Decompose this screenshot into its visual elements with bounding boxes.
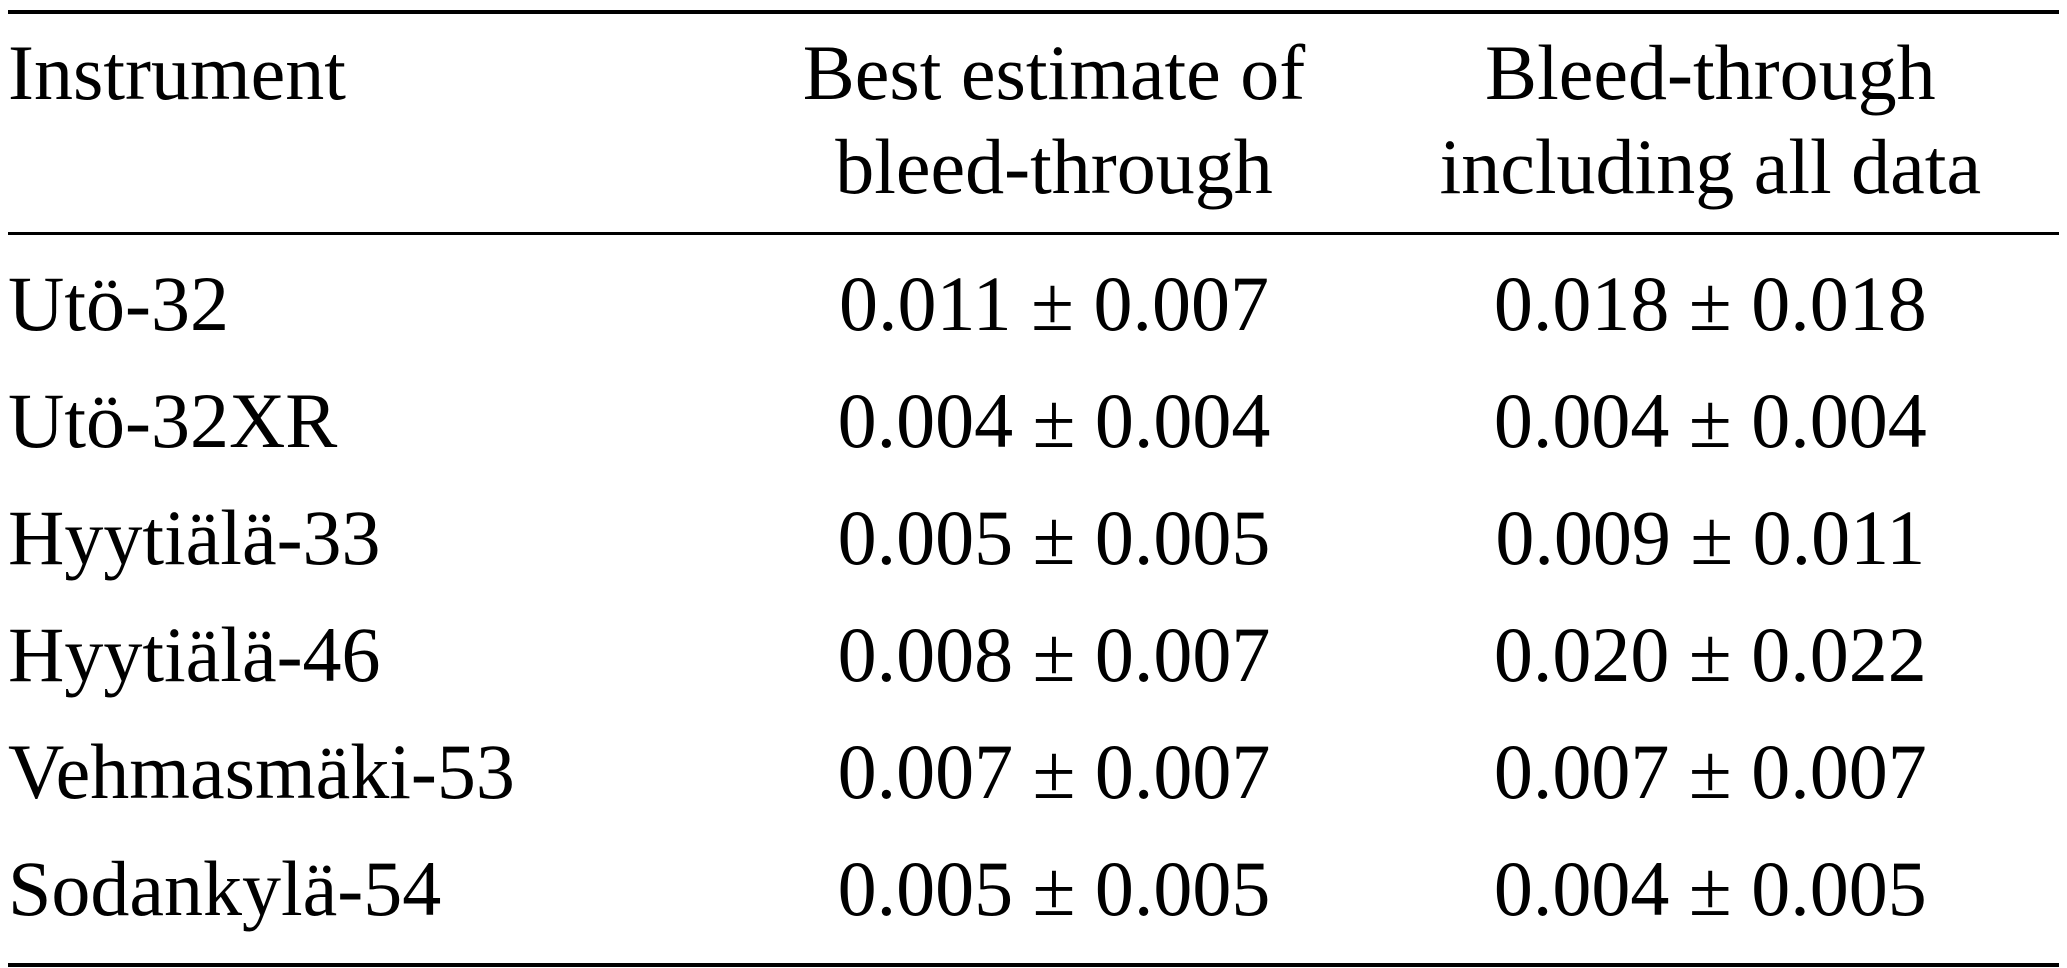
header-best-estimate-line2: bleed-through bbox=[835, 123, 1273, 210]
best-estimate-cell: 0.005 ± 0.005 bbox=[837, 494, 1271, 581]
header-all-data-line2: including all data bbox=[1439, 123, 1982, 210]
best-estimate-cell: 0.008 ± 0.007 bbox=[837, 611, 1271, 698]
best-estimate-cell: 0.004 ± 0.004 bbox=[837, 377, 1271, 464]
header-row: Instrument Best estimate of bleed-throug… bbox=[8, 12, 2059, 235]
table-row: Utö-32 0.011 ± 0.007 0.018 ± 0.018 bbox=[8, 234, 2059, 363]
best-estimate-cell: 0.005 ± 0.005 bbox=[837, 845, 1271, 932]
bleed-through-table: Instrument Best estimate of bleed-throug… bbox=[8, 10, 2059, 967]
table-row: Hyytiälä-33 0.005 ± 0.005 0.009 ± 0.011 bbox=[8, 479, 2059, 596]
instrument-cell: Hyytiälä-33 bbox=[8, 494, 381, 581]
header-instrument: Instrument bbox=[8, 12, 747, 235]
table-row: Vehmasmäki-53 0.007 ± 0.007 0.007 ± 0.00… bbox=[8, 713, 2059, 830]
best-estimate-cell: 0.007 ± 0.007 bbox=[837, 728, 1271, 815]
header-instrument-label: Instrument bbox=[8, 29, 346, 116]
all-data-cell: 0.020 ± 0.022 bbox=[1493, 611, 1927, 698]
instrument-cell: Utö-32 bbox=[8, 260, 229, 347]
table-row: Hyytiälä-46 0.008 ± 0.007 0.020 ± 0.022 bbox=[8, 596, 2059, 713]
instrument-cell: Vehmasmäki-53 bbox=[8, 728, 515, 815]
instrument-cell: Sodankylä-54 bbox=[8, 845, 442, 932]
header-all-data-line1: Bleed-through bbox=[1485, 29, 1936, 116]
all-data-cell: 0.007 ± 0.007 bbox=[1493, 728, 1927, 815]
all-data-cell: 0.004 ± 0.005 bbox=[1493, 845, 1927, 932]
all-data-cell: 0.004 ± 0.004 bbox=[1493, 377, 1927, 464]
instrument-cell: Hyytiälä-46 bbox=[8, 611, 381, 698]
table-row: Sodankylä-54 0.005 ± 0.005 0.004 ± 0.005 bbox=[8, 830, 2059, 965]
all-data-cell: 0.009 ± 0.011 bbox=[1495, 494, 1926, 581]
header-best-estimate: Best estimate of bleed-through bbox=[746, 12, 1362, 235]
header-all-data: Bleed-through including all data bbox=[1361, 12, 2059, 235]
table-row: Utö-32XR 0.004 ± 0.004 0.004 ± 0.004 bbox=[8, 362, 2059, 479]
all-data-cell: 0.018 ± 0.018 bbox=[1493, 260, 1927, 347]
instrument-cell: Utö-32XR bbox=[8, 377, 338, 464]
header-best-estimate-line1: Best estimate of bbox=[802, 29, 1306, 116]
best-estimate-cell: 0.011 ± 0.007 bbox=[839, 260, 1269, 347]
